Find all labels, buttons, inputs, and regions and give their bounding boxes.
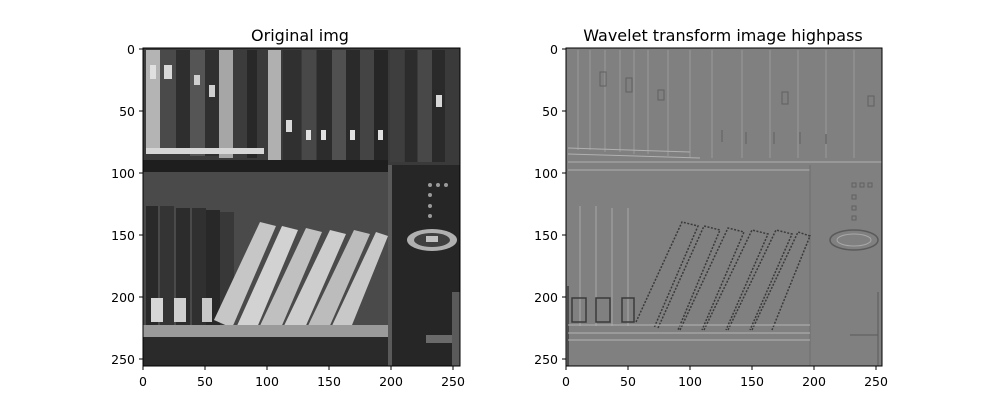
panel-title-highpass: Wavelet transform image highpass bbox=[583, 26, 863, 45]
x-tick-label: 0 bbox=[562, 374, 570, 389]
x-tick-label: 150 bbox=[317, 374, 341, 389]
y-tick-label: 150 bbox=[534, 228, 558, 243]
x-tick-label: 250 bbox=[864, 374, 888, 389]
upper-shelf-books bbox=[146, 50, 459, 162]
x-tick-label: 50 bbox=[197, 374, 213, 389]
x-tick-label: 0 bbox=[139, 374, 147, 389]
y-tick-label: 250 bbox=[111, 352, 135, 367]
y-tick-label: 0 bbox=[127, 42, 135, 57]
y-tick-label: 50 bbox=[119, 104, 135, 119]
y-ticks-original: 0 50 100 150 200 250 bbox=[111, 42, 143, 367]
axes-frame-original bbox=[142, 47, 461, 367]
x-tick-label: 250 bbox=[441, 374, 465, 389]
y-tick-label: 100 bbox=[534, 166, 558, 181]
lower-shelf-books bbox=[146, 206, 388, 330]
y-tick-label: 50 bbox=[542, 104, 558, 119]
y-ticks-highpass: 0 50 100 150 200 250 bbox=[534, 42, 566, 367]
y-tick-label: 200 bbox=[111, 290, 135, 305]
panel-original: Original img bbox=[111, 26, 465, 389]
panel-title-original: Original img bbox=[251, 26, 349, 45]
y-tick-label: 100 bbox=[111, 166, 135, 181]
y-tick-label: 250 bbox=[534, 352, 558, 367]
axes-frame-highpass bbox=[565, 47, 883, 367]
x-tick-label: 200 bbox=[379, 374, 403, 389]
y-tick-label: 150 bbox=[111, 228, 135, 243]
x-tick-label: 150 bbox=[740, 374, 764, 389]
highpass-image bbox=[566, 48, 882, 366]
y-tick-label: 0 bbox=[550, 42, 558, 57]
x-ticks-original: 0 50 100 150 200 250 bbox=[139, 366, 465, 389]
x-tick-label: 100 bbox=[255, 374, 279, 389]
y-tick-label: 200 bbox=[534, 290, 558, 305]
x-ticks-highpass: 0 50 100 150 200 250 bbox=[562, 366, 888, 389]
x-tick-label: 100 bbox=[678, 374, 702, 389]
panel-highpass: Wavelet transform image highpass bbox=[534, 26, 888, 389]
x-tick-label: 50 bbox=[620, 374, 636, 389]
cabinet-dots bbox=[428, 183, 448, 218]
x-tick-label: 200 bbox=[802, 374, 826, 389]
original-image bbox=[143, 48, 460, 366]
